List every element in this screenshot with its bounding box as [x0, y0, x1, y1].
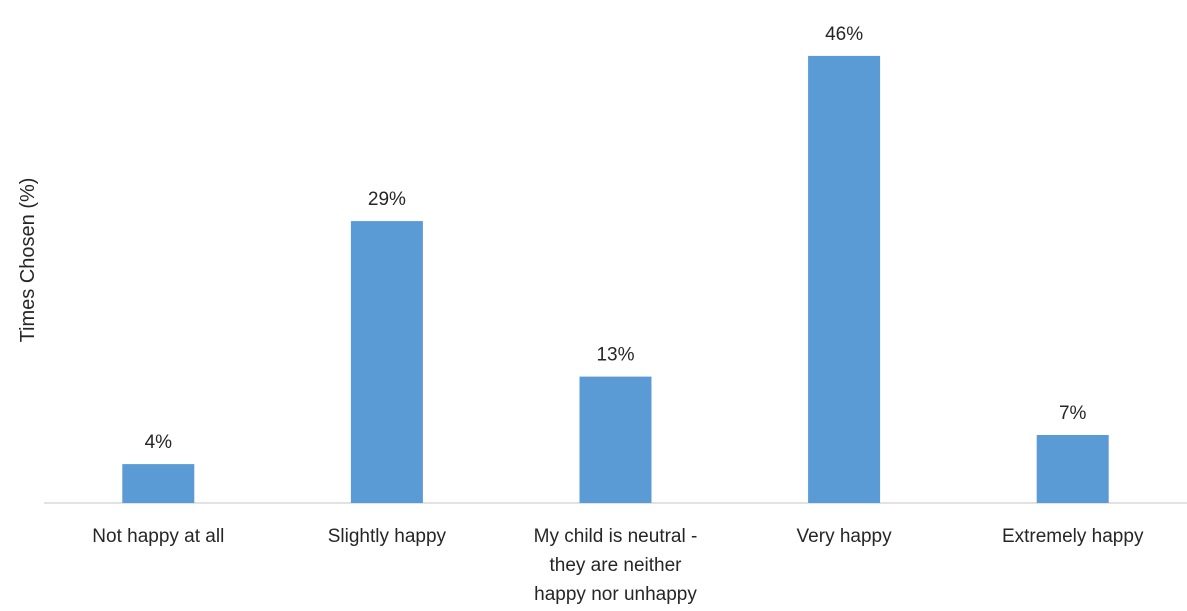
category-labels-group: Not happy at all Slightly happy My child i…	[92, 526, 1144, 605]
bar-value-label-3: 46%	[825, 24, 863, 45]
y-axis-title: Times Chosen (%)	[17, 178, 39, 343]
category-label-2: My child is neutral - they are neither hap…	[534, 526, 698, 605]
bar-0	[122, 464, 195, 503]
category-label-line: Slightly happy	[328, 526, 447, 547]
value-labels-group: 4% 29% 13% 46% 7%	[145, 24, 1087, 453]
bar-4	[1036, 435, 1109, 503]
category-label-line: My child is neutral -	[534, 526, 698, 547]
bar-value-label-2: 13%	[596, 345, 634, 366]
category-label-4: Extremely happy	[1002, 526, 1144, 547]
category-label-line: happy nor unhappy	[534, 584, 697, 605]
category-label-1: Slightly happy	[328, 526, 447, 547]
bars-group	[122, 55, 1109, 504]
bar-3	[808, 55, 881, 504]
bar-value-label-4: 7%	[1059, 403, 1087, 424]
bar-1	[350, 221, 423, 503]
category-label-line: Extremely happy	[1002, 526, 1144, 547]
bar-value-label-1: 29%	[368, 189, 406, 210]
category-label-3: Very happy	[797, 526, 893, 547]
category-label-line: they are neither	[549, 555, 682, 576]
bar-2	[579, 376, 652, 503]
category-label-0: Not happy at all	[92, 526, 224, 547]
category-label-line: Very happy	[797, 526, 893, 547]
category-label-line: Not happy at all	[92, 526, 224, 547]
bar-value-label-0: 4%	[145, 432, 173, 453]
